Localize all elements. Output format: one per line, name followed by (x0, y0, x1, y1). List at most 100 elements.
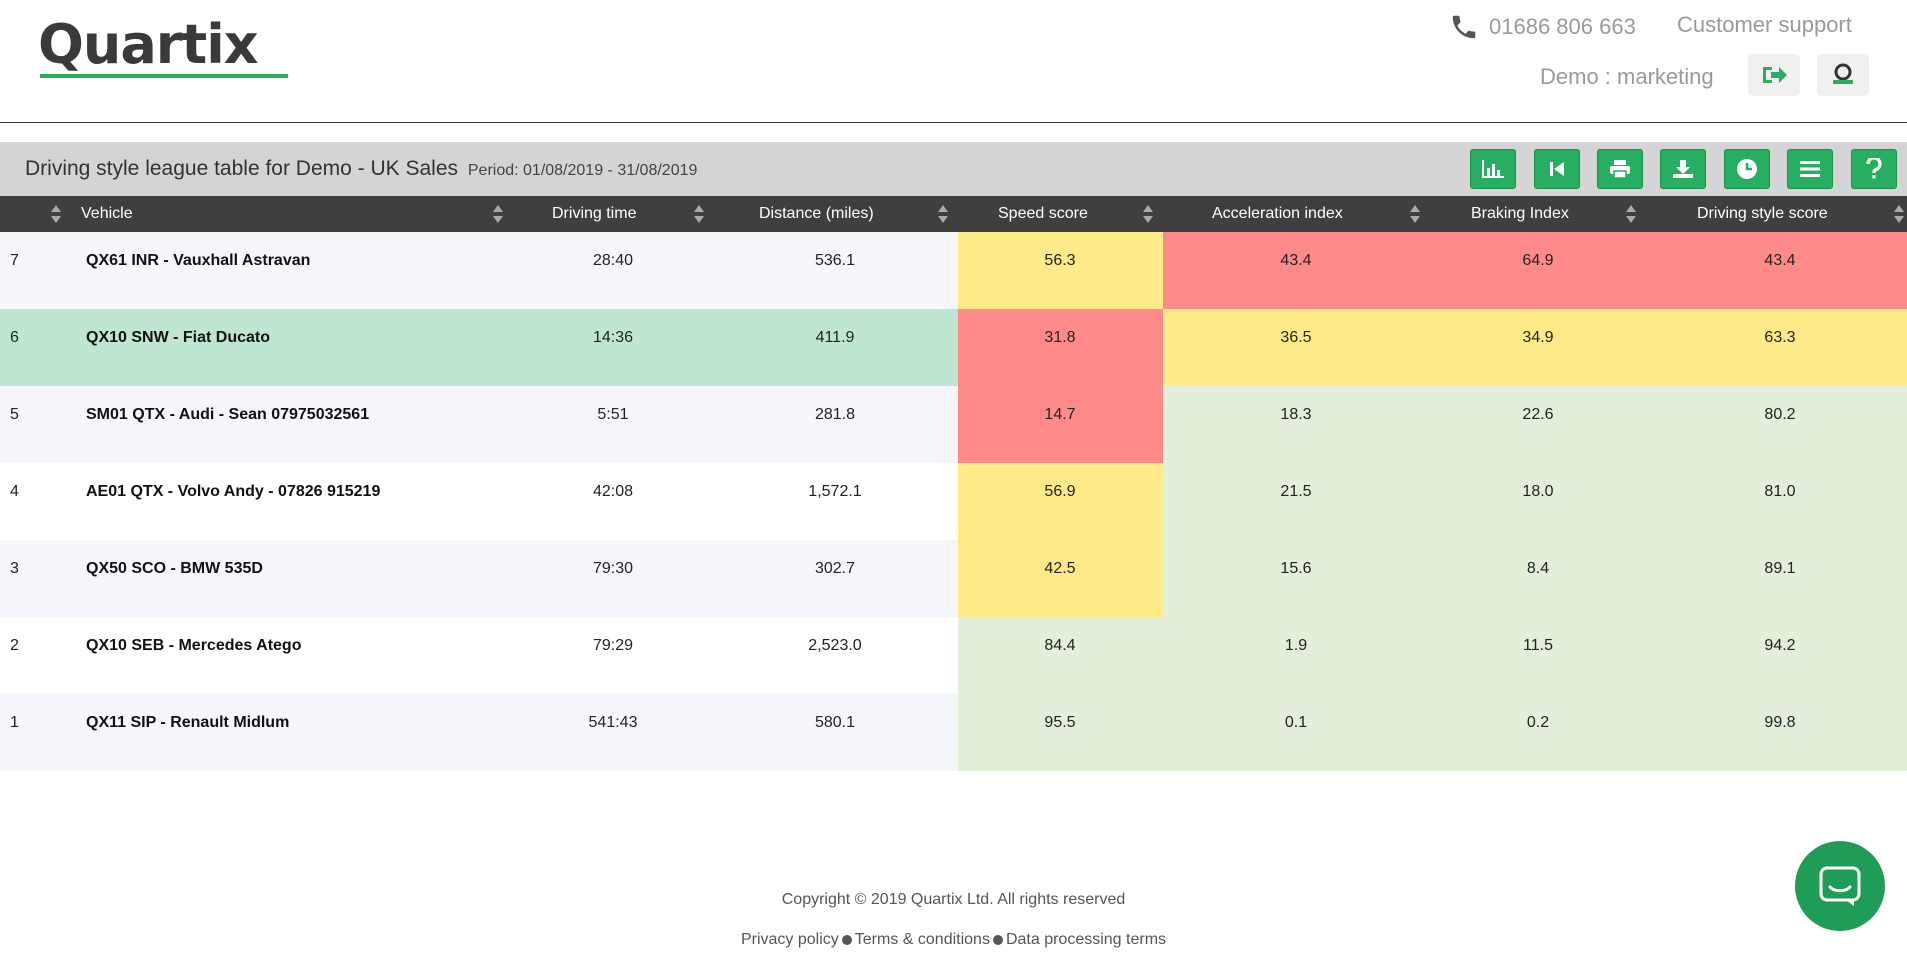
report-title: Driving style league table for Demo - UK… (25, 157, 697, 181)
sort-icon[interactable] (937, 204, 949, 224)
data-processing-terms-link[interactable]: Data processing terms (1005, 931, 1167, 948)
sort-icon[interactable] (50, 204, 62, 224)
report-title-text: Driving style league table for Demo - UK… (25, 157, 459, 180)
vehicle-name[interactable]: QX10 SNW - Fiat Ducato (86, 329, 271, 346)
driving-time: 42:08 (592, 483, 634, 500)
rank: 6 (10, 329, 19, 346)
table-row[interactable]: 5 SM01 QTX - Audi - Sean 07975032561 5:5… (0, 386, 1907, 463)
vehicle-name[interactable]: QX10 SEB - Mercedes Atego (86, 637, 302, 654)
separator-dot (992, 935, 1003, 945)
vehicle-name[interactable]: QX50 SCO - BMW 535D (86, 560, 263, 577)
driving-time: 541:43 (588, 714, 638, 731)
rank: 2 (10, 637, 19, 654)
sort-icon[interactable] (1893, 204, 1905, 224)
distance: 580.1 (814, 714, 856, 731)
table-row[interactable]: 4 AE01 QTX - Volvo Andy - 07826 915219 4… (0, 463, 1907, 540)
menu-icon (1800, 161, 1820, 177)
table-row[interactable]: 3 QX50 SCO - BMW 535D 79:30 302.7 42.5 1… (0, 540, 1907, 617)
chart-icon (1482, 160, 1504, 178)
speed-cell-bg (958, 386, 1163, 463)
distance: 2,523.0 (808, 637, 862, 654)
account-button[interactable] (1817, 54, 1869, 96)
download-button[interactable] (1660, 149, 1706, 189)
quartix-logo[interactable]: Quartix (38, 18, 290, 80)
driving-time: 5:51 (597, 406, 629, 423)
chat-icon (1819, 866, 1861, 906)
distance: 411.9 (815, 329, 855, 346)
column-header-distance[interactable]: Distance (miles) (759, 205, 874, 222)
driving-time: 79:30 (592, 560, 634, 577)
vehicle-name[interactable]: QX11 SIP - Renault Midlum (86, 714, 290, 731)
sort-icon[interactable] (693, 204, 705, 224)
sort-icon[interactable] (1409, 204, 1421, 224)
logo-underline (40, 74, 288, 78)
braking-index: 11.5 (1523, 637, 1553, 654)
footer-links: Privacy policy Terms & conditions Data pro… (0, 931, 1907, 949)
braking-index: 22.6 (1522, 406, 1554, 423)
distance: 281.8 (814, 406, 856, 423)
speed-cell-bg (958, 540, 1163, 617)
speed-score: 31.8 (1044, 329, 1076, 346)
driving-style-score: 81.0 (1764, 483, 1796, 500)
rank: 4 (10, 483, 19, 500)
rank: 7 (10, 252, 19, 269)
table-row[interactable]: 7 QX61 INR - Vauxhall Astravan 28:40 536… (0, 232, 1907, 309)
user-account-label: Demo : marketing (1540, 64, 1714, 89)
speed-cell-bg (958, 232, 1163, 309)
column-header-speed-score[interactable]: Speed score (998, 205, 1088, 222)
column-header-braking-index[interactable]: Braking Index (1471, 205, 1569, 222)
vehicle-name[interactable]: SM01 QTX - Audi - Sean 07975032561 (86, 406, 370, 423)
logout-icon (1763, 67, 1787, 83)
driving-time: 28:40 (592, 252, 634, 269)
help-icon (1866, 158, 1882, 179)
scores-cell-bg (958, 617, 1907, 694)
speed-score: 56.9 (1044, 483, 1076, 500)
logo-text: Quartix (38, 13, 259, 76)
download-icon (1673, 160, 1693, 178)
table-row[interactable]: 6 QX10 SNW - Fiat Ducato 14:36 411.9 31.… (0, 309, 1907, 386)
menu-button[interactable] (1787, 149, 1833, 189)
privacy-policy-link[interactable]: Privacy policy (740, 931, 839, 948)
braking-index: 64.9 (1522, 252, 1554, 269)
vehicle-name[interactable]: QX61 INR - Vauxhall Astravan (86, 252, 311, 269)
driving-time: 14:36 (592, 329, 634, 346)
phone-number: 01686 806 663 (1489, 14, 1636, 39)
column-header-vehicle[interactable]: Vehicle (81, 205, 133, 222)
chat-launcher-button[interactable] (1795, 841, 1885, 931)
acceleration-index: 21.5 (1280, 483, 1312, 500)
report-period: Period: 01/08/2019 - 31/08/2019 (467, 162, 698, 179)
braking-index: 0.2 (1526, 714, 1550, 731)
print-button[interactable] (1597, 149, 1643, 189)
table-row[interactable]: 1 QX11 SIP - Renault Midlum 541:43 580.1… (0, 694, 1907, 771)
table-row[interactable]: 2 QX10 SEB - Mercedes Atego 79:29 2,523.… (0, 617, 1907, 694)
sort-icon[interactable] (492, 204, 504, 224)
account-icon (1833, 63, 1853, 84)
separator-dot (841, 935, 852, 945)
help-button[interactable] (1851, 149, 1897, 189)
braking-index: 18.0 (1522, 483, 1554, 500)
scores-cell-bg (1163, 232, 1907, 309)
sort-icon[interactable] (1625, 204, 1637, 224)
logout-button[interactable] (1748, 54, 1800, 96)
schedule-button[interactable] (1724, 149, 1770, 189)
column-header-driving-style-score[interactable]: Driving style score (1697, 205, 1828, 222)
column-header-driving-time[interactable]: Driving time (552, 205, 637, 222)
column-header-acceleration-index[interactable]: Acceleration index (1212, 205, 1343, 222)
chart-view-button[interactable] (1470, 149, 1516, 189)
customer-support-link[interactable]: Customer support (1677, 12, 1852, 37)
sort-icon[interactable] (1142, 204, 1154, 224)
acceleration-index: 18.3 (1280, 406, 1312, 423)
acceleration-index: 0.1 (1284, 714, 1308, 731)
report-title-bar: Driving style league table for Demo - UK… (0, 142, 1907, 196)
first-page-icon (1550, 162, 1564, 176)
distance: 302.7 (814, 560, 856, 577)
vehicle-name[interactable]: AE01 QTX - Volvo Andy - 07826 915219 (86, 483, 381, 500)
braking-index: 34.9 (1522, 329, 1554, 346)
driving-style-score: 43.4 (1764, 252, 1796, 269)
copyright: Copyright © 2019 Quartix Ltd. All rights… (781, 891, 1126, 908)
acceleration-index: 15.6 (1280, 560, 1312, 577)
driving-time: 79:29 (592, 637, 634, 654)
terms-link[interactable]: Terms & conditions (854, 931, 990, 948)
table-header: Vehicle Driving time Distance (miles) Sp… (0, 196, 1907, 232)
first-page-button[interactable] (1534, 149, 1580, 189)
